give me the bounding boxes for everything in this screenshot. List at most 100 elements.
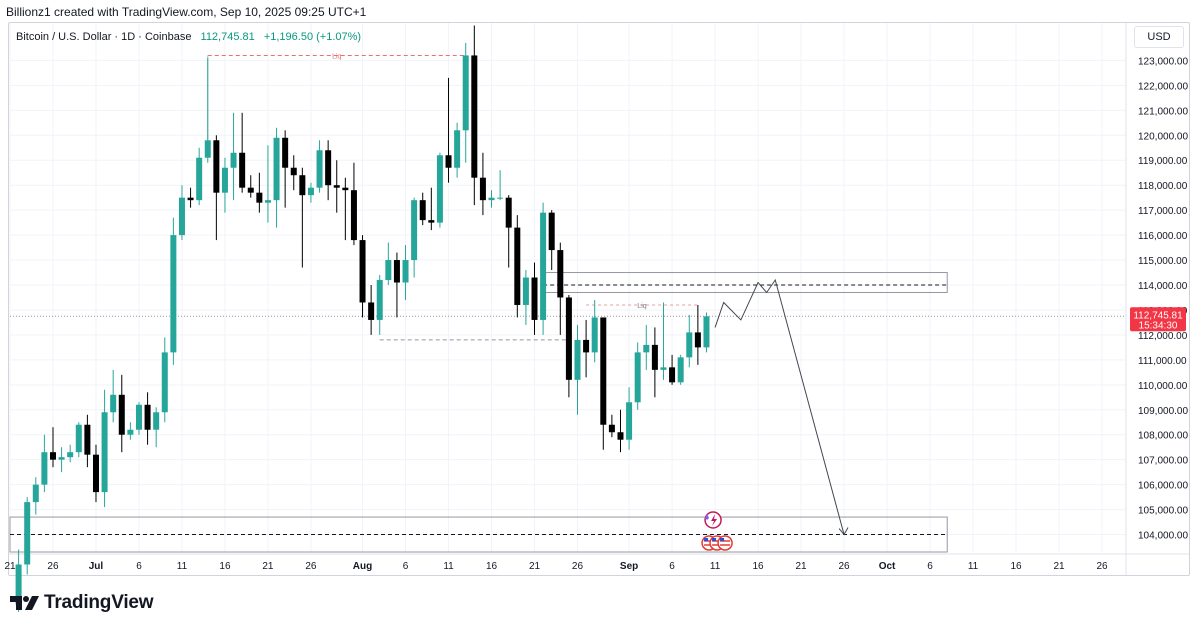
candle-body — [342, 187, 349, 191]
top-liq-label: Liq — [332, 53, 341, 60]
candle-body — [445, 155, 452, 168]
y-tick-label: 121,000.00 — [1138, 106, 1188, 117]
x-tick-label: Jul — [89, 561, 104, 572]
flag-canton — [720, 538, 725, 541]
candle-body — [488, 197, 495, 201]
candle-body — [660, 367, 667, 370]
x-tick-label: 6 — [669, 561, 675, 572]
candle-body — [608, 424, 615, 433]
candle-body — [325, 150, 332, 186]
x-tick-label: 21 — [262, 561, 274, 572]
candle-body — [376, 280, 383, 320]
candle-body — [428, 220, 435, 223]
candle-body — [118, 394, 125, 435]
candle-body — [230, 152, 237, 168]
x-tick-label: 6 — [136, 561, 142, 572]
candle-body — [522, 277, 529, 305]
tradingview-logo-icon — [10, 596, 39, 610]
candle-body — [583, 339, 590, 353]
price-tag[interactable] — [1130, 307, 1186, 332]
candle-body — [144, 404, 151, 430]
candle-body — [436, 155, 443, 223]
candle-body — [135, 404, 142, 430]
candle-body — [703, 316, 710, 348]
lightning-icon — [711, 514, 718, 526]
x-tick-label: 21 — [4, 561, 16, 572]
price-change: +1,196.50 (+1.07%) — [263, 31, 362, 43]
candle-body — [368, 302, 375, 320]
candle-body — [221, 167, 228, 193]
x-tick-label: Aug — [353, 561, 372, 572]
candle-body — [256, 192, 263, 203]
x-tick-label: 11 — [177, 561, 188, 572]
candle-body — [161, 352, 168, 413]
x-tick-label: 21 — [529, 561, 541, 572]
candle-body — [677, 357, 684, 383]
candle-body — [686, 332, 693, 358]
candle-body — [316, 150, 323, 188]
candle-body — [634, 352, 641, 403]
chart-credit: Billionz1 created with TradingView.com, … — [6, 5, 367, 19]
x-tick-label: 26 — [1096, 561, 1108, 572]
price-tag-countdown: 15:34:30 — [1139, 320, 1178, 331]
projection-path — [714, 278, 845, 535]
x-tick-label: 16 — [219, 561, 231, 572]
candle-body — [565, 297, 572, 380]
candle-body — [411, 200, 418, 261]
projection-arrowhead — [838, 527, 849, 536]
y-tick-label: 108,000.00 — [1138, 431, 1188, 442]
y-tick-label: 111,000.00 — [1138, 356, 1187, 367]
candle-body — [393, 260, 400, 283]
x-tick-label: 11 — [443, 561, 454, 572]
candle-body — [626, 402, 633, 440]
x-tick-label: 11 — [710, 561, 721, 572]
y-tick-label: 114,000.00 — [1138, 281, 1188, 292]
candle-body — [213, 140, 220, 193]
candle-body — [454, 130, 461, 168]
candle-body — [462, 55, 469, 131]
candle-body — [273, 137, 280, 201]
candle-body — [239, 152, 246, 188]
x-tick-label: 26 — [305, 561, 317, 572]
candle-body — [299, 175, 306, 196]
candle-body — [591, 317, 598, 353]
candle-body — [574, 339, 581, 380]
candle-body — [419, 200, 426, 221]
mid-liq-label: Liq — [637, 303, 646, 310]
candle-body — [101, 412, 108, 493]
currency-button[interactable]: USD — [1134, 26, 1184, 48]
y-tick-label: 116,000.00 — [1138, 231, 1188, 242]
candle-body — [187, 197, 194, 201]
candle-body — [557, 250, 564, 298]
candle-body — [49, 452, 56, 460]
x-tick-label: 21 — [1053, 561, 1065, 572]
candle-body — [264, 200, 271, 203]
candle-body — [643, 344, 650, 353]
y-tick-label: 118,000.00 — [1138, 181, 1188, 192]
candle-body — [153, 412, 160, 430]
candle-body — [540, 212, 547, 320]
x-tick-label: 6 — [927, 561, 933, 572]
symbol-legend: Bitcoin / U.S. Dollar · 1D · Coinbase 11… — [16, 31, 361, 43]
x-tick-label: 11 — [968, 561, 979, 572]
candle-body — [600, 317, 607, 425]
candle-body — [290, 167, 297, 176]
y-tick-label: 117,000.00 — [1138, 206, 1188, 217]
candle-body — [67, 452, 74, 458]
tradingview-brand: TradingView — [10, 592, 154, 614]
x-tick-label: 16 — [753, 561, 765, 572]
y-tick-label: 120,000.00 — [1138, 131, 1188, 142]
candle-body — [92, 454, 99, 493]
y-tick-label: 105,000.00 — [1138, 506, 1188, 517]
candle-body — [359, 240, 366, 303]
candle-body — [32, 484, 39, 503]
candle-body — [127, 429, 134, 435]
candle-body — [24, 502, 31, 565]
candle-body — [196, 157, 203, 201]
x-tick-label: 21 — [795, 561, 807, 572]
x-tick-label: 16 — [1010, 561, 1022, 572]
candle-body — [350, 190, 357, 241]
y-tick-label: 106,000.00 — [1138, 481, 1188, 492]
y-tick-label: 122,000.00 — [1138, 81, 1188, 92]
